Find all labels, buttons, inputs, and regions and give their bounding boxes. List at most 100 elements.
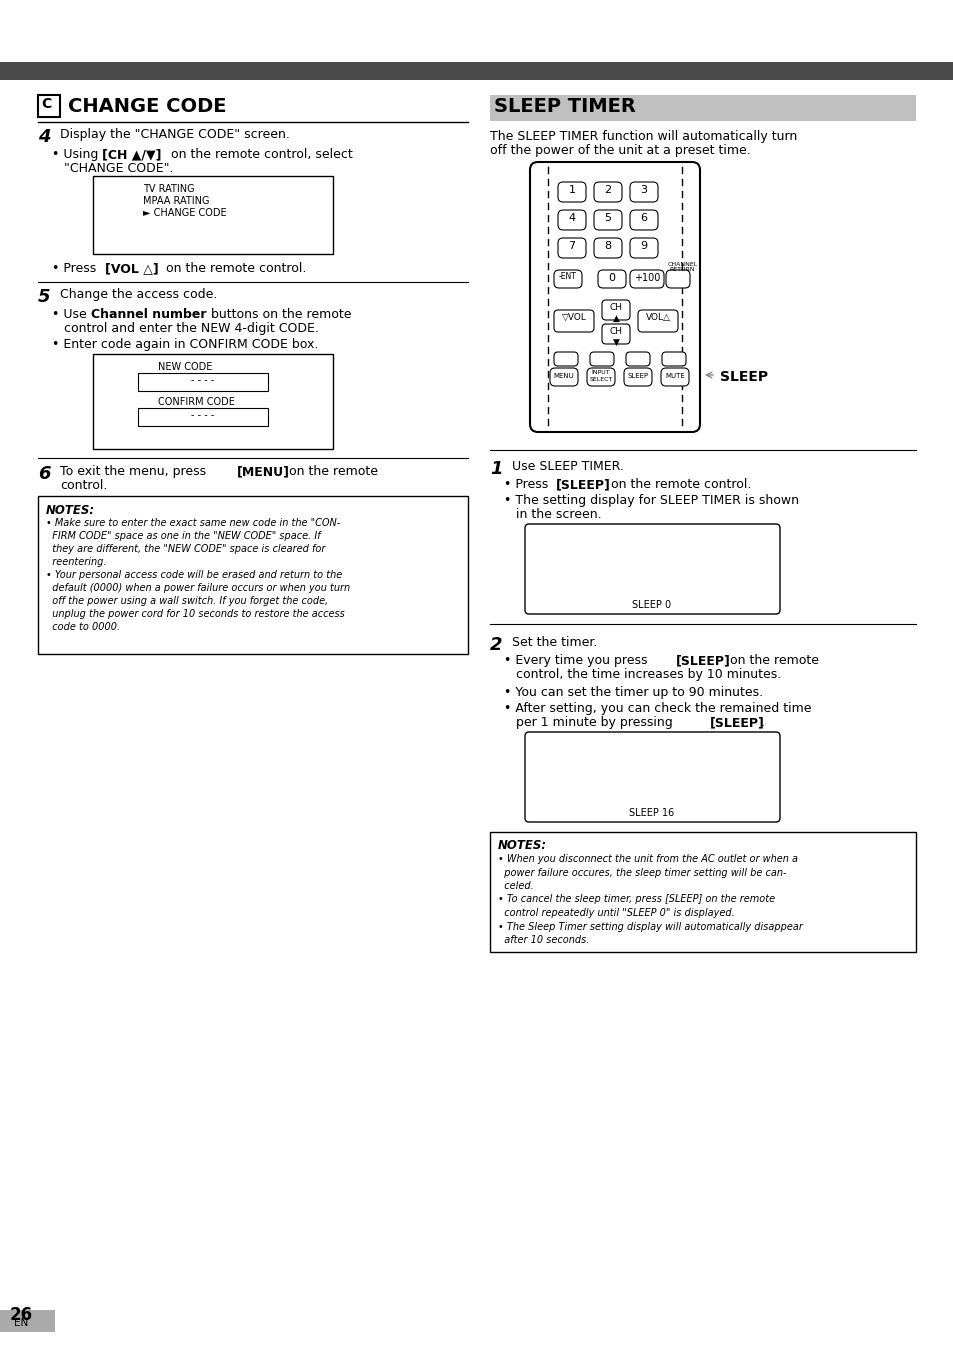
Text: in the screen.: in the screen. [516,508,601,520]
Text: The SLEEP TIMER function will automatically turn: The SLEEP TIMER function will automatica… [490,129,797,143]
Text: power failure occures, the sleep timer setting will be can-: power failure occures, the sleep timer s… [497,868,785,878]
Text: C: C [41,97,51,111]
Text: CH
▼: CH ▼ [609,328,622,346]
FancyBboxPatch shape [629,182,658,202]
FancyBboxPatch shape [554,310,594,332]
Text: RETURN: RETURN [668,267,694,272]
Text: buttons on the remote: buttons on the remote [207,307,351,321]
Text: [CH ▲/▼]: [CH ▲/▼] [102,148,161,160]
Text: • Make sure to enter the exact same new code in the "CON-: • Make sure to enter the exact same new … [46,518,340,528]
FancyBboxPatch shape [601,301,629,319]
Text: NOTES:: NOTES: [46,504,95,518]
Bar [38,94,60,117]
Bar [490,832,915,952]
Text: [SLEEP]: [SLEEP] [709,716,764,729]
FancyBboxPatch shape [629,210,658,231]
Text: CONFIRM CODE: CONFIRM CODE [158,398,234,407]
Text: SLEEP 16: SLEEP 16 [629,807,674,818]
FancyBboxPatch shape [623,368,651,386]
Text: off the power of the unit at a preset time.: off the power of the unit at a preset ti… [490,144,750,156]
Text: -ENT: -ENT [558,272,577,280]
Text: 26: 26 [10,1306,33,1324]
FancyBboxPatch shape [660,368,688,386]
FancyBboxPatch shape [586,368,615,386]
Text: default (0000) when a power failure occurs or when you turn: default (0000) when a power failure occu… [46,582,350,593]
Text: CHANGE CODE: CHANGE CODE [68,97,226,116]
FancyBboxPatch shape [524,732,780,822]
Text: SLEEP TIMER: SLEEP TIMER [494,97,636,116]
Text: +100: +100 [633,274,659,283]
Text: Use SLEEP TIMER.: Use SLEEP TIMER. [512,460,623,473]
Text: Display the "CHANGE CODE" screen.: Display the "CHANGE CODE" screen. [60,128,290,142]
Text: SELECT: SELECT [589,377,612,381]
FancyBboxPatch shape [594,210,621,231]
Text: MPAA RATING: MPAA RATING [143,195,210,206]
Text: on the remote control, select: on the remote control, select [167,148,353,160]
FancyBboxPatch shape [661,352,685,367]
Text: • Every time you press: • Every time you press [503,654,651,667]
FancyBboxPatch shape [554,352,578,367]
Text: • Press: • Press [503,479,552,491]
Text: SLEEP 0: SLEEP 0 [632,600,671,611]
FancyBboxPatch shape [558,239,585,257]
Text: 3: 3 [639,185,647,195]
Text: Channel number: Channel number [91,307,206,321]
Bar [0,62,953,80]
Bar [490,94,915,121]
Text: Set the timer.: Set the timer. [512,636,597,648]
Text: NOTES:: NOTES: [497,838,547,852]
Text: on the remote: on the remote [725,654,818,667]
FancyBboxPatch shape [629,270,663,288]
FancyBboxPatch shape [665,270,689,288]
Text: • Use: • Use [52,307,91,321]
Text: • The Sleep Timer setting display will automatically disappear: • The Sleep Timer setting display will a… [497,922,802,931]
FancyBboxPatch shape [589,352,614,367]
Text: celed.: celed. [497,882,533,891]
Bar [92,177,333,253]
Text: • After setting, you can check the remained time: • After setting, you can check the remai… [503,702,811,714]
Text: - - - -: - - - - [192,375,214,386]
Text: per 1 minute by pressing: per 1 minute by pressing [516,716,676,729]
FancyBboxPatch shape [558,210,585,231]
Text: 0: 0 [608,274,615,283]
Text: • Enter code again in CONFIRM CODE box.: • Enter code again in CONFIRM CODE box. [52,338,318,350]
Text: VOL△: VOL△ [645,313,670,322]
Bar [138,373,268,391]
Text: 1: 1 [490,460,502,479]
Text: 5: 5 [604,213,611,222]
FancyBboxPatch shape [601,324,629,344]
Text: NEW CODE: NEW CODE [158,363,213,372]
Text: • Using: • Using [52,148,102,160]
Text: 4: 4 [38,128,51,146]
Text: 7: 7 [568,241,575,251]
Text: 1: 1 [568,185,575,195]
Text: INPUT: INPUT [591,369,610,375]
Text: TV RATING: TV RATING [143,183,194,194]
FancyBboxPatch shape [629,239,658,257]
Text: control repeatedly until "SLEEP 0" is displayed.: control repeatedly until "SLEEP 0" is di… [497,909,734,918]
Text: SLEEP: SLEEP [720,369,767,384]
Text: MUTE: MUTE [664,373,684,379]
Text: off the power using a wall switch. If you forget the code,: off the power using a wall switch. If yo… [46,596,328,607]
Text: FIRM CODE" space as one in the "NEW CODE" space. If: FIRM CODE" space as one in the "NEW CODE… [46,531,320,541]
Text: • The setting display for SLEEP TIMER is shown: • The setting display for SLEEP TIMER is… [503,493,799,507]
Text: they are different, the "NEW CODE" space is cleared for: they are different, the "NEW CODE" space… [46,545,325,554]
Text: SLEEP: SLEEP [627,373,648,379]
FancyBboxPatch shape [638,310,678,332]
FancyBboxPatch shape [594,182,621,202]
FancyBboxPatch shape [530,162,700,431]
FancyBboxPatch shape [625,352,649,367]
Text: 4: 4 [568,213,575,222]
Text: after 10 seconds.: after 10 seconds. [497,936,589,945]
Text: control, the time increases by 10 minutes.: control, the time increases by 10 minute… [516,669,781,681]
Text: on the remote: on the remote [285,465,377,479]
FancyBboxPatch shape [558,182,585,202]
FancyBboxPatch shape [524,524,780,613]
Text: [SLEEP]: [SLEEP] [676,654,730,667]
Text: • You can set the timer up to 90 minutes.: • You can set the timer up to 90 minutes… [503,686,762,700]
Text: reentering.: reentering. [46,557,107,568]
FancyBboxPatch shape [594,239,621,257]
Text: ▽VOL: ▽VOL [561,313,586,322]
Text: EN: EN [14,1318,29,1328]
Text: unplug the power cord for 10 seconds to restore the access: unplug the power cord for 10 seconds to … [46,609,344,619]
